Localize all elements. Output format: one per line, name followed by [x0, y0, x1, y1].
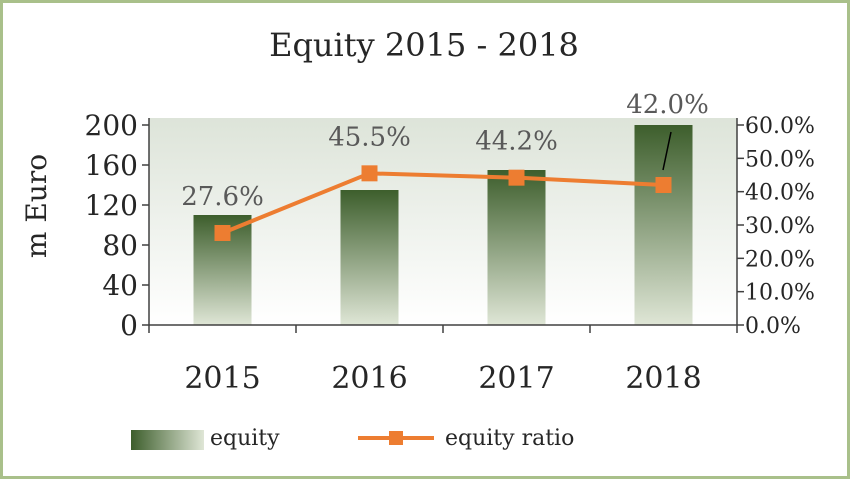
chart-title: Equity 2015 - 2018 [269, 26, 579, 64]
x-tick-label: 2015 [184, 361, 260, 396]
right-tick-label: 20.0% [745, 247, 815, 272]
x-tick-label: 2017 [478, 361, 554, 396]
legend-label-equity: equity [210, 426, 280, 451]
right-tick-label: 0.0% [745, 314, 801, 339]
right-tick-label: 10.0% [745, 281, 815, 306]
left-tick-label: 120 [85, 189, 138, 222]
legend-swatch-marker [389, 431, 403, 445]
left-tick-label: 40 [102, 269, 138, 302]
ratio-point-2016 [361, 165, 378, 182]
right-tick-label: 30.0% [745, 214, 815, 239]
left-tick-label: 0 [120, 309, 138, 342]
ratio-point-2017 [508, 169, 525, 186]
right-tick-label: 50.0% [745, 147, 815, 172]
left-tick-label: 200 [85, 109, 138, 142]
ratio-point-2018 [655, 177, 672, 193]
equity-ratio-line [221, 171, 664, 235]
legend-label-equity-ratio: equity ratio [445, 426, 574, 451]
legend-swatch-equity [131, 430, 204, 450]
bar-2018 [634, 125, 693, 325]
left-tick-label: 160 [85, 149, 138, 182]
ratio-label-2016: 45.5% [328, 122, 411, 152]
ratio-label-2018: 42.0% [626, 90, 709, 120]
ratio-label-2015: 27.6% [181, 182, 264, 212]
bar-2017 [487, 170, 546, 325]
x-tick-label: 2018 [625, 361, 701, 396]
label-leader-line [662, 131, 672, 171]
y-axis-label: m Euro [20, 154, 53, 258]
left-tick-label: 80 [102, 229, 138, 262]
right-tick-label: 60.0% [745, 114, 815, 139]
ratio-label-2017: 44.2% [475, 127, 558, 157]
legend: equity equity ratio [131, 426, 574, 451]
right-tick-label: 40.0% [745, 181, 815, 206]
bar-2016 [340, 190, 399, 325]
x-tick-label: 2016 [331, 361, 407, 396]
ratio-point-2015 [214, 225, 231, 241]
